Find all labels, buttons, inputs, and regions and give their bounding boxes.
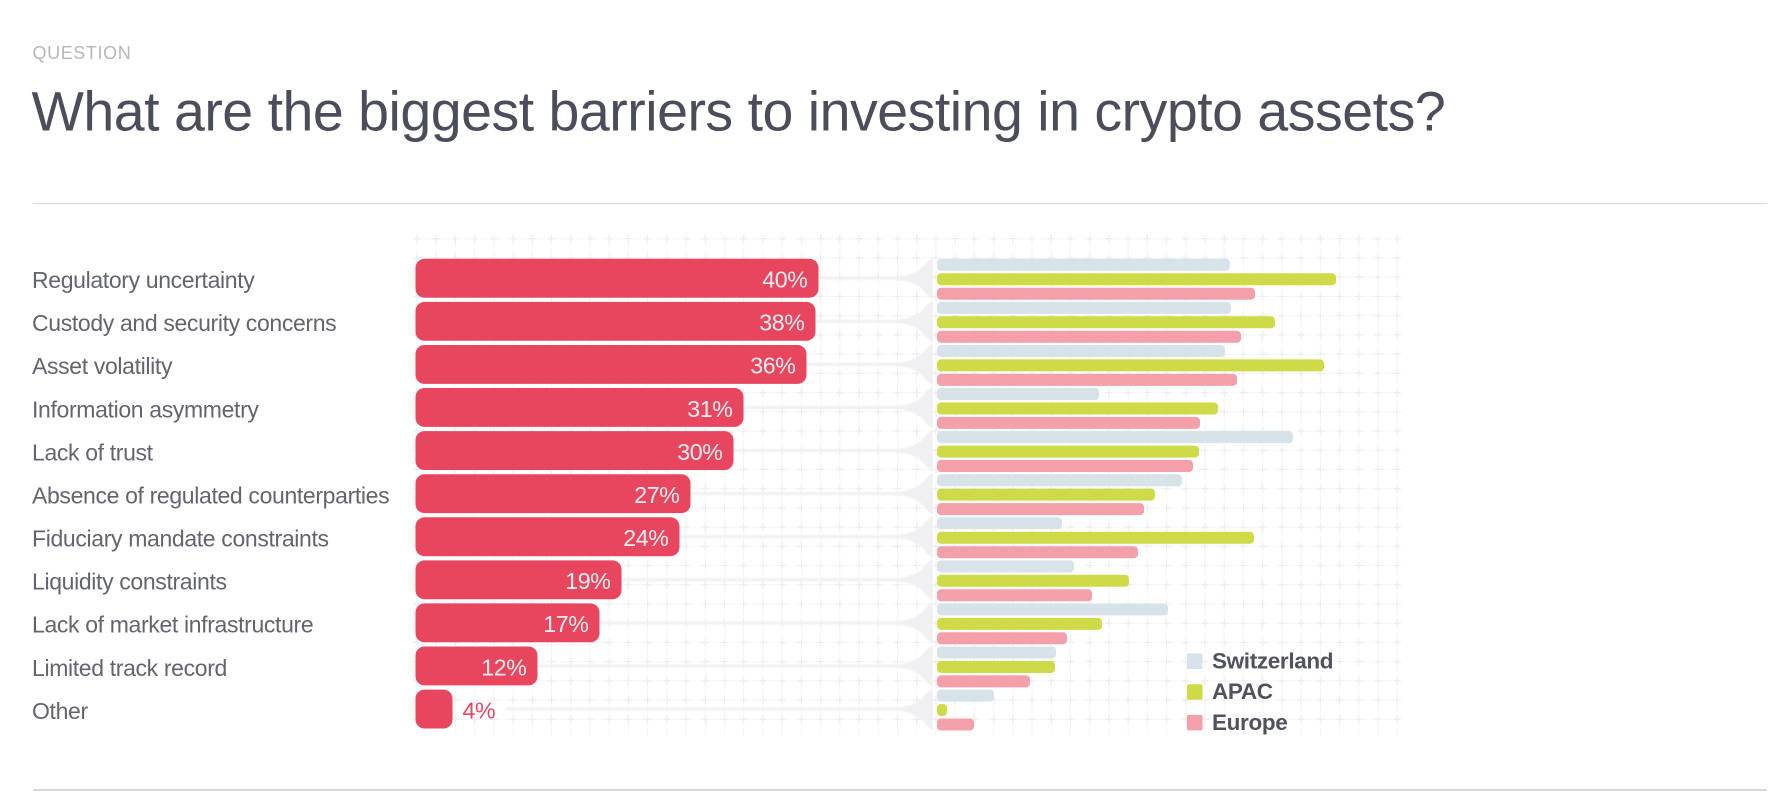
svg-text:30%: 30%	[677, 439, 722, 465]
svg-text:36%: 36%	[750, 353, 795, 379]
svg-text:40%: 40%	[762, 267, 807, 293]
svg-text:What are the biggest barriers: What are the biggest barriers to investi…	[32, 81, 1446, 143]
svg-text:Other: Other	[32, 698, 88, 724]
svg-text:Lack of trust: Lack of trust	[32, 439, 154, 465]
svg-text:38%: 38%	[759, 310, 804, 336]
svg-text:Switzerland: Switzerland	[1212, 649, 1333, 674]
svg-text:Liquidity constraints: Liquidity constraints	[32, 569, 227, 595]
svg-text:Information asymmetry: Information asymmetry	[32, 396, 259, 422]
svg-text:Regulatory uncertainty: Regulatory uncertainty	[32, 267, 255, 293]
svg-text:QUESTION: QUESTION	[33, 43, 132, 63]
svg-text:Lack of market infrastructure: Lack of market infrastructure	[32, 612, 313, 638]
svg-text:24%: 24%	[623, 525, 668, 551]
svg-text:17%: 17%	[543, 611, 588, 637]
svg-text:Fiduciary mandate constraints: Fiduciary mandate constraints	[32, 526, 329, 552]
svg-text:19%: 19%	[565, 568, 610, 594]
svg-text:4%: 4%	[463, 697, 496, 723]
svg-text:Europe: Europe	[1212, 710, 1287, 735]
svg-text:31%: 31%	[687, 396, 732, 422]
svg-text:27%: 27%	[634, 482, 679, 508]
svg-text:Limited track record: Limited track record	[32, 655, 227, 681]
svg-text:Asset volatility: Asset volatility	[32, 353, 173, 379]
svg-text:Absence of regulated counterpa: Absence of regulated counterparties	[32, 482, 389, 508]
svg-text:12%: 12%	[481, 654, 526, 680]
svg-text:APAC: APAC	[1212, 679, 1273, 704]
svg-text:Custody and security concerns: Custody and security concerns	[32, 310, 336, 336]
